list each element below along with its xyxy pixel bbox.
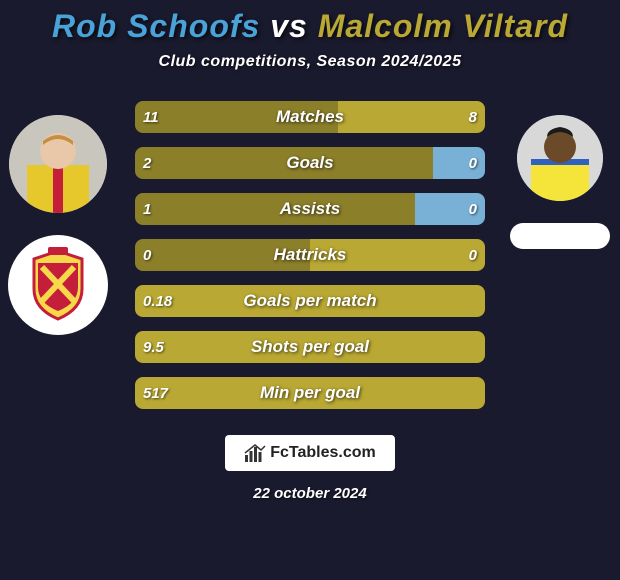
stat-row: 517Min per goal [135,377,485,409]
stat-left-value: 0.18 [135,285,485,317]
stat-left-value: 517 [135,377,485,409]
player1-avatar [9,115,107,213]
stat-left-value: 0 [135,239,310,271]
stat-left-value: 11 [135,101,338,133]
stat-row: 0.18Goals per match [135,285,485,317]
left-column [8,115,108,335]
stat-row: 118Matches [135,101,485,133]
stat-left-value: 1 [135,193,415,225]
stat-right-value: 0 [415,193,485,225]
stat-row: 10Assists [135,193,485,225]
chart-icon [244,443,266,463]
player2-name: Malcolm Viltard [318,8,568,44]
vs-text: vs [270,8,308,44]
right-column [510,115,610,249]
subtitle: Club competitions, Season 2024/2025 [0,53,620,71]
stat-row: 9.5Shots per goal [135,331,485,363]
player1-name: Rob Schoofs [52,8,260,44]
stat-row: 00Hattricks [135,239,485,271]
player2-avatar [517,115,603,201]
stat-right-value: 0 [310,239,485,271]
player1-club-badge [8,235,108,335]
comparison-card: Rob Schoofs vs Malcolm Viltard Club comp… [0,0,620,502]
stat-right-value: 0 [433,147,486,179]
source-logo: FcTables.com [225,435,395,471]
stat-left-value: 2 [135,147,433,179]
club-crest-icon [18,245,98,325]
stat-right-value: 8 [338,101,485,133]
player1-silhouette-icon [9,115,107,213]
player2-silhouette-icon [517,115,603,201]
date-text: 22 october 2024 [0,485,620,502]
stat-row: 20Goals [135,147,485,179]
page-title: Rob Schoofs vs Malcolm Viltard [0,8,620,45]
stats-list: 118Matches 20Goals 10Assists 00Hattricks 0.1… [135,101,485,409]
player2-club-badge [510,223,610,249]
logo-text: FcTables.com [270,444,376,462]
stat-left-value: 9.5 [135,331,485,363]
